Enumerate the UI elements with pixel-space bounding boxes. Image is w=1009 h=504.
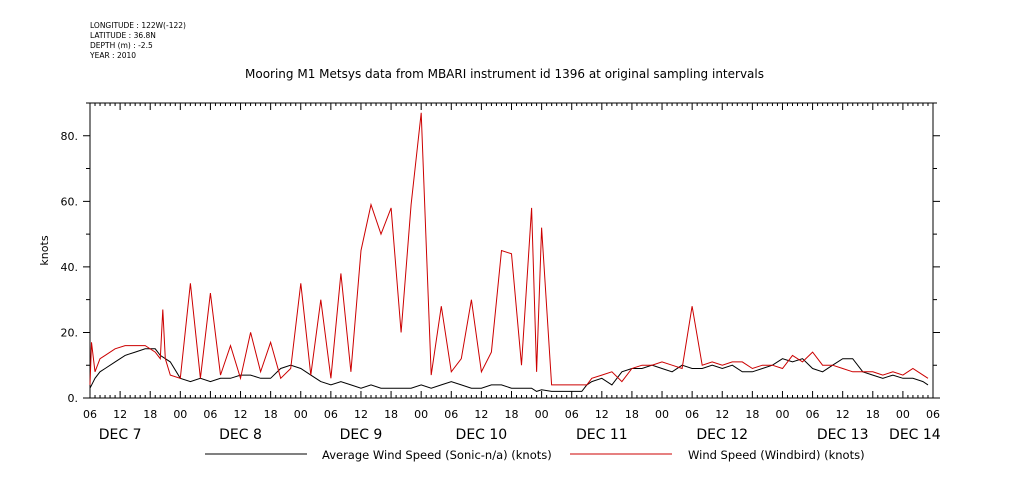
plot-frame xyxy=(89,102,934,399)
x-tick-label: 12 xyxy=(715,408,729,421)
x-tick-label: 00 xyxy=(896,408,910,421)
x-axis-ticks xyxy=(89,103,934,398)
y-tick-label: 20. xyxy=(61,326,79,339)
y-tick-label: 60. xyxy=(61,195,79,208)
x-tick-label: 12 xyxy=(595,408,609,421)
series-line-average xyxy=(89,348,929,392)
x-day-label: DEC 10 xyxy=(456,427,508,443)
metadata-block: LONGITUDE : 122W(-122) LATITUDE : 36.8N … xyxy=(90,21,186,61)
x-tick-label: 12 xyxy=(354,408,368,421)
series-line-windbird xyxy=(89,112,929,386)
x-tick-label: 18 xyxy=(745,408,759,421)
x-tick-label: 18 xyxy=(866,408,880,421)
x-tick-label: 06 xyxy=(444,408,458,421)
year-line: YEAR : 2010 xyxy=(90,51,137,60)
y-axis-label: knots xyxy=(38,235,51,265)
x-tick-label: 18 xyxy=(505,408,519,421)
x-day-label: DEC 12 xyxy=(696,427,748,443)
x-day-label: DEC 14 xyxy=(889,427,941,443)
x-day-label: DEC 11 xyxy=(576,427,628,443)
x-day-label: DEC 8 xyxy=(219,427,262,443)
y-tick-label: 40. xyxy=(61,261,79,274)
y-axis-ticks xyxy=(83,102,940,399)
depth-line: DEPTH (m) : -2.5 xyxy=(90,41,153,50)
x-tick-label: 00 xyxy=(535,408,549,421)
x-tick-label: 00 xyxy=(414,408,428,421)
legend-label-average: Average Wind Speed (Sonic-n/a) (knots) xyxy=(322,448,552,462)
x-tick-label: 12 xyxy=(836,408,850,421)
x-tick-label: 06 xyxy=(565,408,579,421)
latitude-line: LATITUDE : 36.8N xyxy=(90,31,156,40)
x-tick-label: 18 xyxy=(625,408,639,421)
x-tick-label: 06 xyxy=(83,408,97,421)
x-tick-label: 12 xyxy=(113,408,127,421)
x-tick-label: 00 xyxy=(294,408,308,421)
x-tick-label: 06 xyxy=(926,408,940,421)
x-tick-label: 12 xyxy=(234,408,248,421)
legend-label-windbird: Wind Speed (Windbird) (knots) xyxy=(688,448,865,462)
y-tick-label: 0. xyxy=(68,392,79,405)
chart-title: Mooring M1 Metsys data from MBARI instru… xyxy=(245,67,764,81)
x-tick-label: 18 xyxy=(384,408,398,421)
x-tick-label: 06 xyxy=(203,408,217,421)
x-tick-label: 18 xyxy=(143,408,157,421)
x-tick-label: 18 xyxy=(264,408,278,421)
x-tick-label: 06 xyxy=(324,408,338,421)
x-tick-label: 00 xyxy=(173,408,187,421)
x-day-label: DEC 9 xyxy=(340,427,383,443)
x-tick-label: 12 xyxy=(474,408,488,421)
x-tick-label: 00 xyxy=(775,408,789,421)
x-tick-label: 06 xyxy=(685,408,699,421)
x-tick-label: 00 xyxy=(655,408,669,421)
x-tick-label: 06 xyxy=(806,408,820,421)
x-day-label: DEC 7 xyxy=(99,427,142,443)
longitude-line: LONGITUDE : 122W(-122) xyxy=(90,21,186,30)
x-day-label: DEC 13 xyxy=(817,427,869,443)
y-tick-label: 80. xyxy=(61,130,79,143)
